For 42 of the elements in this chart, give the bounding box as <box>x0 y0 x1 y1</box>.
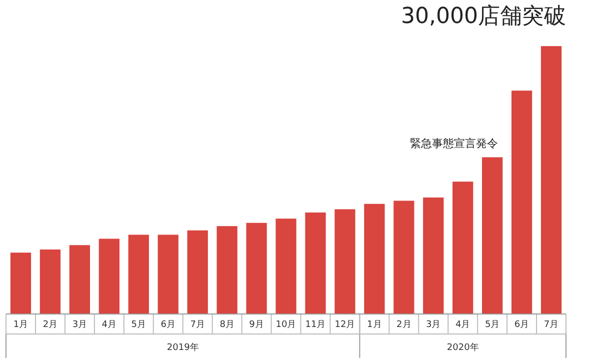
bar <box>511 90 532 314</box>
x-tick-label: 7月 <box>190 320 205 330</box>
x-tick-label: 3月 <box>72 320 88 330</box>
bar <box>305 212 326 314</box>
x-tick-label: 2月 <box>42 320 58 330</box>
x-tick-label: 4月 <box>455 320 470 330</box>
bar <box>423 197 444 314</box>
text: 2019年 <box>166 342 199 353</box>
text: 30,000店舗突破 <box>401 4 566 29</box>
bar <box>98 238 120 314</box>
x-tick-label: 3月 <box>426 320 441 330</box>
x-tick-label: 6月 <box>160 320 176 330</box>
bar <box>276 218 296 314</box>
bar <box>158 234 178 314</box>
bar <box>69 245 90 314</box>
x-tick-label: 10月 <box>276 320 296 330</box>
text: 2020年 <box>446 342 479 353</box>
x-tick-label: 5月 <box>131 320 146 330</box>
bar <box>540 46 562 314</box>
x-tick-label: 12月 <box>334 320 356 330</box>
bar <box>364 204 385 314</box>
x-tick-label: 1月 <box>367 320 382 330</box>
x-tick-label: 1月 <box>13 320 28 330</box>
x-tick-label: 5月 <box>484 320 500 330</box>
x-tick-label: 4月 <box>102 320 117 330</box>
bar <box>482 157 503 314</box>
bar <box>40 249 61 314</box>
bar <box>246 222 267 314</box>
bar <box>334 209 356 314</box>
bar <box>394 200 414 314</box>
x-tick-label: 2月 <box>396 320 412 330</box>
x-tick-label: 6月 <box>514 320 530 330</box>
x-tick-label: 11月 <box>305 320 326 330</box>
bar <box>128 234 149 314</box>
bar <box>10 252 32 314</box>
x-tick-label: 8月 <box>220 320 234 330</box>
bar <box>452 182 474 314</box>
x-tick-label: 9月 <box>249 320 264 330</box>
annotation: 緊急事態宣言発令 <box>410 137 498 150</box>
bar <box>187 230 208 314</box>
bar <box>216 226 238 314</box>
x-tick-label: 7月 <box>544 320 559 330</box>
